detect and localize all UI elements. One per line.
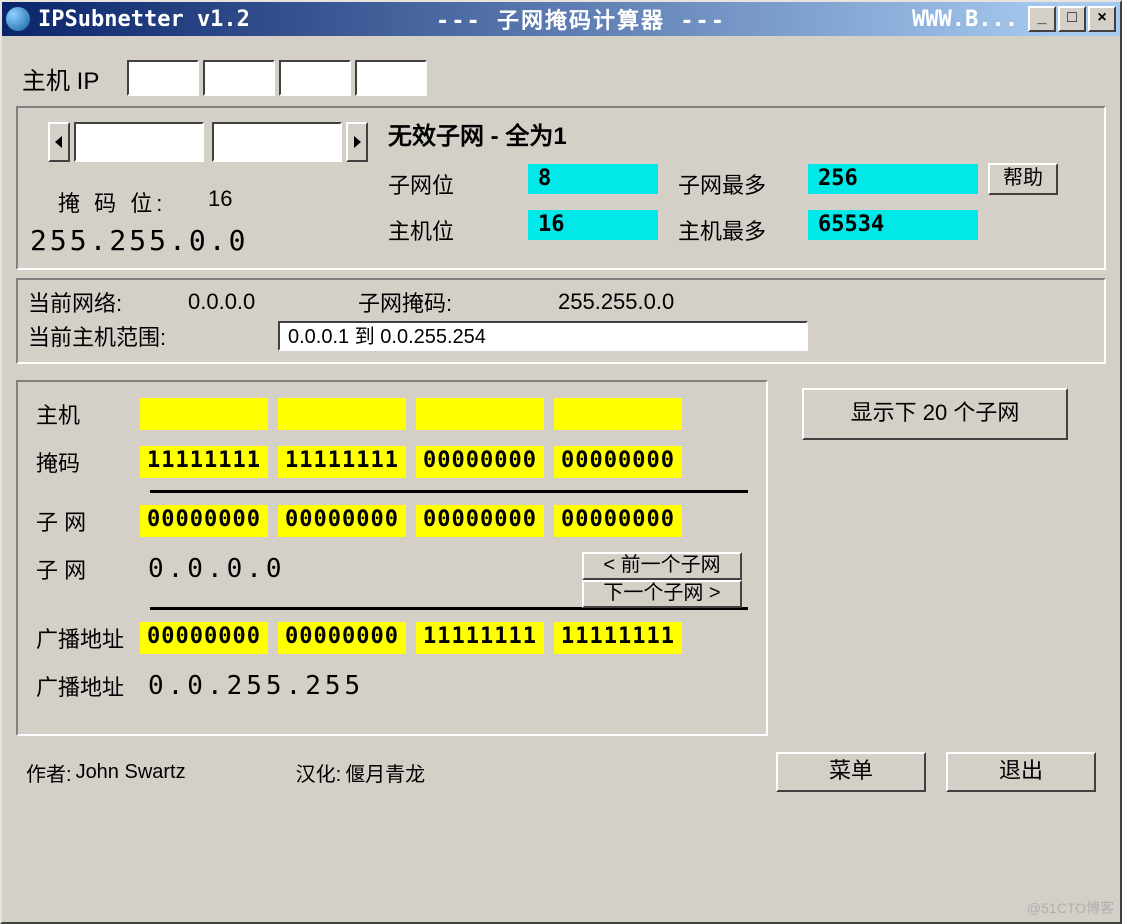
window-caption: --- 子网掩码计算器 --- bbox=[250, 3, 912, 35]
mask-slider-field-2[interactable] bbox=[212, 122, 342, 162]
mask-panel: 掩 码 位: 16 255.255.0.0 无效子网 - 全为1 子网位 8 子… bbox=[16, 106, 1106, 270]
minimize-button[interactable]: _ bbox=[1028, 6, 1056, 32]
app-window: IPSubnetter v1.2 --- 子网掩码计算器 --- WWW.B..… bbox=[0, 0, 1122, 924]
watermark: @51CTO博客 bbox=[1027, 898, 1114, 918]
app-icon bbox=[6, 7, 30, 31]
bin-mask-4: 00000000 bbox=[554, 446, 682, 478]
current-net-value: 0.0.0.0 bbox=[188, 289, 358, 315]
app-title: IPSubnetter v1.2 bbox=[38, 7, 250, 32]
current-net-label: 当前网络: bbox=[28, 286, 188, 318]
host-range-label: 当前主机范围: bbox=[28, 320, 278, 352]
mask-slider-field-1[interactable] bbox=[74, 122, 204, 162]
bin-subnet-1: 00000000 bbox=[140, 505, 268, 537]
side-panel: 显示下 20 个子网 bbox=[786, 372, 1106, 728]
subnet-bits-value: 8 bbox=[528, 164, 658, 194]
subnet-nav: < 前一个子网 下一个子网 > bbox=[582, 552, 742, 608]
prev-subnet-button[interactable]: < 前一个子网 bbox=[582, 552, 742, 580]
bin-broadcast-label: 广播地址 bbox=[36, 622, 140, 654]
bin-broadcast-1: 00000000 bbox=[140, 622, 268, 654]
binary-panel: 主机 掩码 11111111 11111111 00000000 0000000… bbox=[16, 380, 768, 736]
max-subnets-label: 子网最多 bbox=[678, 168, 766, 200]
footer: 作者: John Swartz 汉化: 偃月青龙 菜单 退出 bbox=[16, 752, 1106, 792]
localizer-value: 偃月青龙 bbox=[345, 758, 425, 787]
host-range-value: 0.0.0.1 到 0.0.255.254 bbox=[278, 321, 808, 351]
subnet-mask-label: 子网掩码: bbox=[358, 286, 558, 318]
bin-mask-3: 00000000 bbox=[416, 446, 544, 478]
close-button[interactable]: × bbox=[1088, 6, 1116, 32]
host-ip-octet-1[interactable] bbox=[127, 60, 199, 96]
bin-mask-2: 11111111 bbox=[278, 446, 406, 478]
bin-host-4 bbox=[554, 398, 682, 430]
binary-section: 主机 掩码 11111111 11111111 00000000 0000000… bbox=[16, 372, 1106, 744]
bin-host-label: 主机 bbox=[36, 398, 140, 430]
subnet-mask-value: 255.255.0.0 bbox=[558, 289, 674, 315]
host-bits-value: 16 bbox=[528, 210, 658, 240]
current-network-panel: 当前网络: 0.0.0.0 子网掩码: 255.255.0.0 当前主机范围: … bbox=[16, 278, 1106, 364]
max-hosts-label: 主机最多 bbox=[678, 214, 766, 246]
mask-bits-value: 16 bbox=[208, 186, 232, 212]
host-ip-octet-2[interactable] bbox=[203, 60, 275, 96]
subnet-dec-value: 0.0.0.0 bbox=[148, 554, 286, 584]
host-bits-label: 主机位 bbox=[388, 214, 454, 246]
mask-bits-label: 掩 码 位: bbox=[58, 186, 166, 218]
title-url: WWW.B... bbox=[912, 7, 1018, 32]
host-ip-octet-4[interactable] bbox=[355, 60, 427, 96]
show-next-20-button[interactable]: 显示下 20 个子网 bbox=[802, 388, 1068, 440]
divider-1 bbox=[150, 490, 748, 493]
mask-dotted-value: 255.255.0.0 bbox=[30, 224, 248, 257]
broadcast-dec-label: 广播地址 bbox=[36, 670, 140, 702]
max-subnets-value: 256 bbox=[808, 164, 978, 194]
triangle-right-icon bbox=[352, 135, 362, 149]
bin-subnet-4: 00000000 bbox=[554, 505, 682, 537]
host-ip-label: 主机 IP bbox=[22, 61, 99, 96]
mask-slider bbox=[48, 122, 368, 162]
triangle-left-icon bbox=[54, 135, 64, 149]
author-value: John Swartz bbox=[76, 761, 186, 784]
bin-subnet-2: 00000000 bbox=[278, 505, 406, 537]
bin-host-3 bbox=[416, 398, 544, 430]
bin-mask-label: 掩码 bbox=[36, 446, 140, 478]
subnet-validity-title: 无效子网 - 全为1 bbox=[388, 116, 567, 151]
bin-subnet-label: 子 网 bbox=[36, 505, 140, 537]
bin-broadcast-2: 00000000 bbox=[278, 622, 406, 654]
subnet-dec-label: 子 网 bbox=[36, 553, 140, 585]
menu-button[interactable]: 菜单 bbox=[776, 752, 926, 792]
title-bar: IPSubnetter v1.2 --- 子网掩码计算器 --- WWW.B..… bbox=[2, 2, 1120, 36]
help-button[interactable]: 帮助 bbox=[988, 163, 1058, 195]
bin-host-2 bbox=[278, 398, 406, 430]
next-subnet-button[interactable]: 下一个子网 > bbox=[582, 580, 742, 608]
maximize-button[interactable]: □ bbox=[1058, 6, 1086, 32]
host-ip-octet-3[interactable] bbox=[279, 60, 351, 96]
max-hosts-value: 65534 bbox=[808, 210, 978, 240]
bin-mask-1: 11111111 bbox=[140, 446, 268, 478]
author-label: 作者: bbox=[26, 758, 72, 787]
exit-button[interactable]: 退出 bbox=[946, 752, 1096, 792]
bin-subnet-3: 00000000 bbox=[416, 505, 544, 537]
bin-broadcast-4: 11111111 bbox=[554, 622, 682, 654]
bin-broadcast-3: 11111111 bbox=[416, 622, 544, 654]
client-area: 主机 IP 掩 码 位: 16 255.255.0.0 无效子网 - 全为1 bbox=[2, 36, 1120, 922]
broadcast-dec-value: 0.0.255.255 bbox=[148, 671, 364, 701]
subnet-bits-label: 子网位 bbox=[388, 168, 454, 200]
localizer-label: 汉化: bbox=[296, 758, 342, 787]
mask-decrement-button[interactable] bbox=[48, 122, 70, 162]
host-ip-row: 主机 IP bbox=[22, 60, 1106, 96]
mask-increment-button[interactable] bbox=[346, 122, 368, 162]
bin-host-1 bbox=[140, 398, 268, 430]
